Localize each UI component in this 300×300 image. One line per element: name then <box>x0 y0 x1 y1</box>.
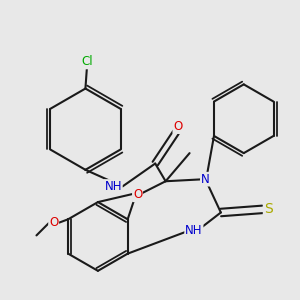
Text: S: S <box>264 202 272 216</box>
Text: O: O <box>173 120 182 133</box>
Text: NH: NH <box>185 224 202 237</box>
Text: O: O <box>133 188 142 201</box>
Text: NH: NH <box>104 180 122 193</box>
Text: N: N <box>201 173 210 186</box>
Text: Cl: Cl <box>81 56 93 68</box>
Text: O: O <box>49 216 58 230</box>
